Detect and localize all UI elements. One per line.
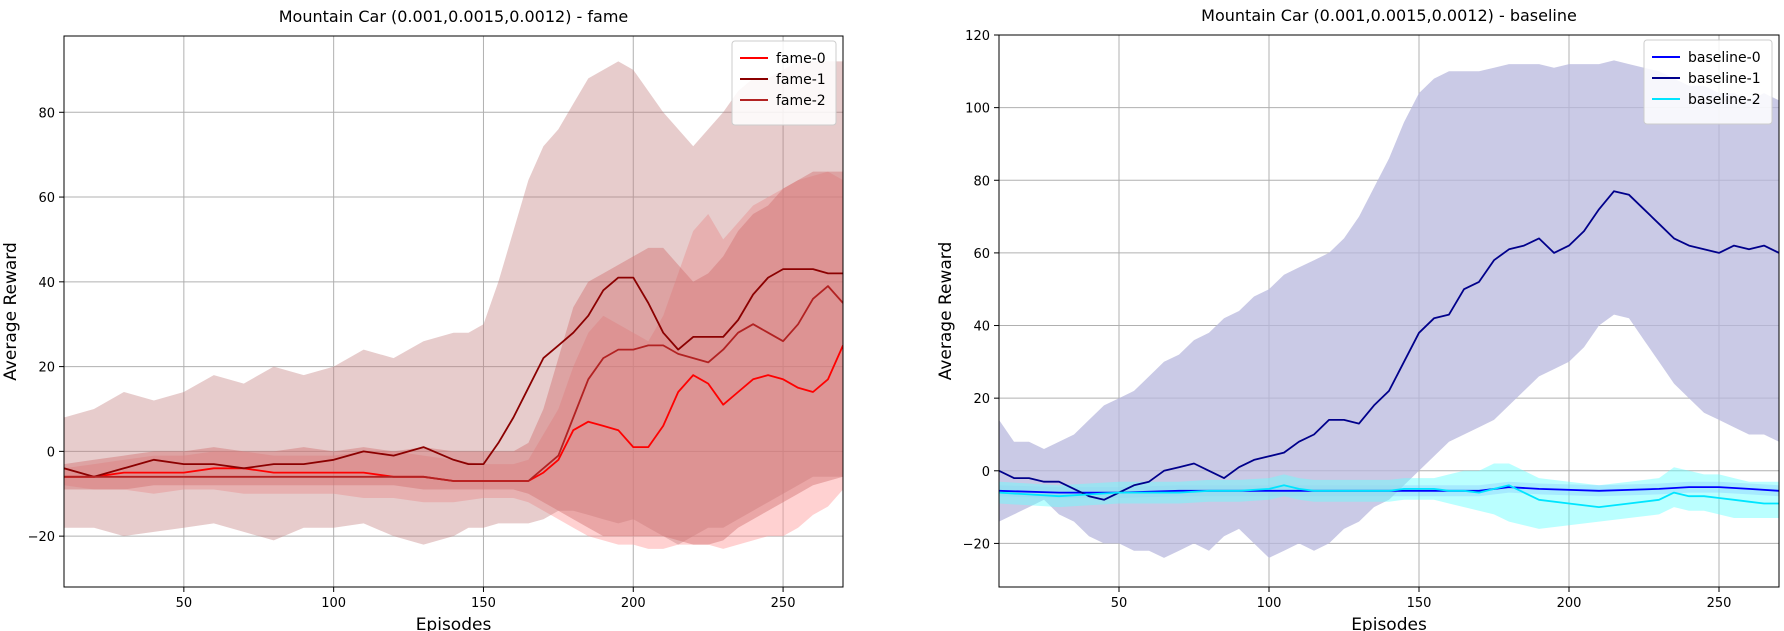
chart-1-line-fame-1 <box>64 268 843 478</box>
chart-2-ytick-label-120: 120 <box>965 29 990 44</box>
chart-1-ytick-label-40: 40 <box>38 276 55 291</box>
chart-1: 50 100 150 200 250 −20 0 20 40 60 80 Mountain Car (… <box>1 7 844 631</box>
chart-1-legend-label-fame-2: fame-2 <box>776 93 826 109</box>
chart-1-legend-label-fame-1: fame-1 <box>776 72 826 88</box>
chart-1-band-fame-0 <box>64 171 843 549</box>
chart-1-line-fame-2 <box>64 285 843 482</box>
chart-2-ytick-label--20: −20 <box>963 537 990 552</box>
chart-2-line-baseline-1 <box>999 190 1779 501</box>
chart-2-ytick-label-80: 80 <box>973 174 990 189</box>
chart-1-xtick-label-200: 200 <box>621 596 646 611</box>
chart-2: 50 100 150 200 250 −20 0 20 40 60 80 100 120 Mountain… <box>936 6 1780 631</box>
chart-1-xtick-label-100: 100 <box>321 596 346 611</box>
chart-1-ytick-label-0: 0 <box>47 445 55 460</box>
chart-2-xtick-label-150: 150 <box>1407 596 1432 611</box>
chart-2-ytick-label-100: 100 <box>965 102 990 117</box>
chart-1-xtick-label-250: 250 <box>771 596 796 611</box>
chart-1-plot-area <box>64 61 843 549</box>
chart-1-band-fame-1 <box>64 61 843 545</box>
chart-1-xtick-label-50: 50 <box>176 596 193 611</box>
chart-2-ytick-label-20: 20 <box>973 392 990 407</box>
chart-2-plot-area <box>999 60 1779 558</box>
chart-1-xtick-label-150: 150 <box>471 596 496 611</box>
chart-1-title: Mountain Car (0.001,0.0015,0.0012) - fam… <box>279 7 629 26</box>
chart-1-band-fame-2 <box>64 171 843 545</box>
chart-1-ylabel: Average Reward <box>1 242 21 381</box>
chart-2-xtick-label-250: 250 <box>1707 596 1732 611</box>
chart-1-ytick-label-20: 20 <box>38 361 55 376</box>
chart-2-ytick-label-60: 60 <box>973 247 990 262</box>
chart-1-legend-label-fame-0: fame-0 <box>776 51 826 67</box>
chart-2-band-baseline-2 <box>999 463 1779 529</box>
chart-2-legend-label-baseline-2: baseline-2 <box>1688 92 1761 108</box>
chart-2-xlabel: Episodes <box>1351 615 1427 631</box>
chart-1-xlabel: Episodes <box>416 615 492 631</box>
chart-2-legend-label-baseline-0: baseline-0 <box>1688 50 1761 66</box>
chart-2-legend: baseline-0 baseline-1 baseline-2 <box>1643 39 1773 125</box>
chart-1-ytick-label-60: 60 <box>38 191 55 206</box>
chart-2-title: Mountain Car (0.001,0.0015,0.0012) - bas… <box>1201 6 1577 25</box>
chart-1-legend: fame-0 fame-1 fame-2 <box>731 40 837 126</box>
chart-2-line-baseline-0 <box>999 486 1779 494</box>
chart-2-frame <box>998 34 1780 588</box>
chart-2-band-baseline-1 <box>999 60 1779 558</box>
chart-2-legend-box <box>1643 39 1773 125</box>
chart-2-ytick-label-0: 0 <box>982 465 990 480</box>
chart-1-frame <box>63 35 844 588</box>
chart-2-xtick-label-50: 50 <box>1111 596 1128 611</box>
chart-2-legend-label-baseline-1: baseline-1 <box>1688 71 1761 87</box>
chart-1-line-fame-0 <box>64 345 843 482</box>
chart-1-legend-box <box>731 40 837 126</box>
chart-2-ylabel: Average Reward <box>936 242 956 381</box>
chart-2-line-baseline-2 <box>999 484 1779 509</box>
chart-1-ytick-label-80: 80 <box>38 106 55 121</box>
chart-2-xtick-label-100: 100 <box>1257 596 1282 611</box>
chart-1-ytick-label--20: −20 <box>28 530 55 545</box>
chart-2-ytick-label-40: 40 <box>973 320 990 335</box>
chart-2-xtick-label-200: 200 <box>1557 596 1582 611</box>
